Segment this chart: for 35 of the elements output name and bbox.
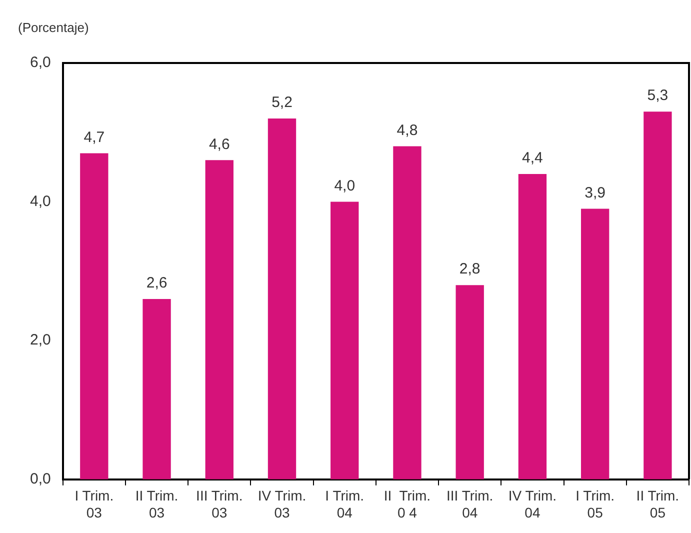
bar	[580, 208, 610, 480]
y-tick-label: 4,0	[30, 192, 51, 210]
data-label: 4,8	[396, 122, 418, 139]
y-tick-label: 0,0	[30, 470, 51, 488]
data-label: 4,4	[522, 150, 543, 167]
bar	[80, 153, 108, 480]
data-label: 3,9	[584, 184, 606, 202]
data-label: 4,7	[84, 128, 105, 146]
y-axis-title: (Porcentaje)	[18, 20, 89, 36]
x-tick-label: IV Trim. 03	[258, 488, 306, 520]
data-label: 2,8	[459, 260, 480, 278]
x-tick-label: II Trim. 05	[636, 488, 680, 520]
x-tick-label: I Trim. 04	[325, 488, 364, 520]
bar	[330, 202, 359, 480]
bar	[456, 285, 484, 480]
bar	[644, 112, 672, 480]
bar	[393, 146, 422, 480]
x-tick-label: III Trim. 04	[446, 488, 494, 520]
data-label: 4,6	[208, 136, 230, 153]
bar	[205, 160, 234, 480]
x-tick-label: I Trim. 05	[576, 488, 615, 520]
x-tick-label: II Trim. 0 4	[384, 488, 431, 520]
x-tick-label: IV Trim. 04	[508, 488, 557, 520]
bar	[142, 298, 171, 480]
data-label: 5,2	[272, 94, 292, 112]
bar	[268, 118, 296, 480]
bar	[518, 174, 547, 480]
x-tick-label: II Trim. 03	[135, 488, 178, 520]
data-label: 4,0	[334, 177, 356, 194]
y-tick-label: 6,0	[30, 54, 51, 72]
x-tick-label: I Trim. 03	[74, 488, 114, 520]
data-label: 2,6	[146, 274, 168, 292]
y-tick-label: 2,0	[30, 332, 51, 349]
x-tick-label: III Trim. 03	[196, 488, 243, 520]
data-label: 5,3	[647, 87, 668, 104]
